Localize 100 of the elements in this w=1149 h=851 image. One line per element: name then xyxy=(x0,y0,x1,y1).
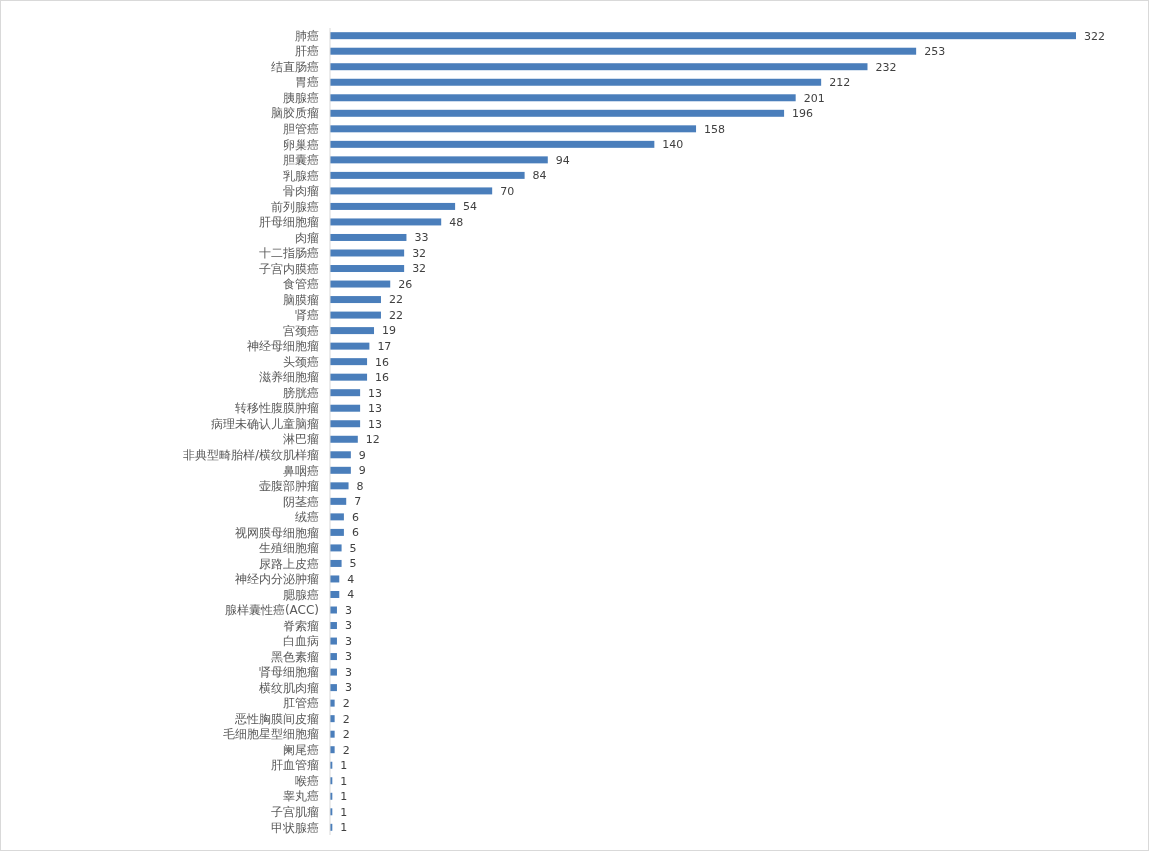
bar xyxy=(330,451,351,459)
y-tick-label: 肝癌 xyxy=(295,44,319,59)
bar xyxy=(330,156,548,164)
bar xyxy=(330,559,342,567)
data-label: 212 xyxy=(829,76,851,90)
y-tick-label: 尿路上皮癌 xyxy=(259,556,319,571)
bar xyxy=(330,125,697,133)
data-label: 3 xyxy=(344,665,352,679)
data-label: 6 xyxy=(351,510,359,524)
bar xyxy=(330,47,917,55)
data-label: 70 xyxy=(500,184,515,198)
y-tick-label: 骨肉瘤 xyxy=(283,184,319,199)
bar xyxy=(330,187,493,195)
data-label: 5 xyxy=(349,541,357,555)
data-label: 196 xyxy=(792,107,814,121)
data-label: 3 xyxy=(344,634,352,648)
bar xyxy=(330,528,344,536)
data-label: 5 xyxy=(349,557,357,571)
data-label: 232 xyxy=(875,60,897,74)
y-tick-label: 胆囊癌 xyxy=(283,153,319,168)
data-label: 33 xyxy=(414,231,429,245)
bar xyxy=(330,327,375,335)
y-tick-label: 恶性胸膜间皮瘤 xyxy=(234,711,319,726)
data-label: 2 xyxy=(342,712,350,726)
bar xyxy=(330,435,358,443)
data-label: 158 xyxy=(704,122,726,136)
data-label: 7 xyxy=(354,495,362,509)
y-tick-label: 前列腺癌 xyxy=(271,199,319,214)
data-label: 32 xyxy=(412,262,427,276)
data-label: 16 xyxy=(375,371,390,385)
bar xyxy=(330,280,391,288)
data-label: 3 xyxy=(344,619,352,633)
bar xyxy=(330,94,796,102)
y-tick-label: 视网膜母细胞瘤 xyxy=(235,525,319,540)
y-tick-label: 毛细胞星型细胞瘤 xyxy=(223,727,319,742)
bar xyxy=(330,466,351,474)
y-tick-label: 肾癌 xyxy=(295,308,319,323)
y-tick-label: 胆管癌 xyxy=(283,122,319,137)
data-label: 1 xyxy=(340,759,348,773)
y-tick-label: 横纹肌肉瘤 xyxy=(259,680,319,695)
y-tick-label: 脑胶质瘤 xyxy=(271,106,319,121)
y-tick-label: 神经内分泌肿瘤 xyxy=(235,572,319,587)
data-label: 9 xyxy=(358,464,366,478)
bar xyxy=(330,482,349,490)
y-tick-label: 肛管癌 xyxy=(283,696,319,711)
y-tick-label: 子宫内膜癌 xyxy=(259,261,319,276)
bar xyxy=(330,296,381,304)
y-tick-label: 膀胱癌 xyxy=(283,385,319,400)
bar xyxy=(330,78,822,86)
y-tick-label: 胃癌 xyxy=(295,75,319,90)
y-tick-label: 卵巢癌 xyxy=(283,137,319,152)
data-label: 2 xyxy=(342,696,350,710)
bar xyxy=(330,373,368,381)
data-label: 4 xyxy=(347,588,355,602)
bar xyxy=(330,497,347,505)
data-label: 13 xyxy=(368,417,383,431)
data-label: 140 xyxy=(662,138,684,152)
y-tick-label: 肝血管瘤 xyxy=(271,758,319,773)
data-label: 1 xyxy=(340,790,348,804)
bar xyxy=(330,140,655,148)
bar xyxy=(330,233,407,241)
y-tick-label: 头颈癌 xyxy=(283,354,319,369)
data-label: 84 xyxy=(532,169,547,183)
data-label: 26 xyxy=(398,277,413,291)
y-tick-label: 肉瘤 xyxy=(295,230,319,245)
y-tick-label: 乳腺癌 xyxy=(283,168,319,183)
data-label: 22 xyxy=(388,308,403,322)
bar xyxy=(330,342,370,350)
bar xyxy=(330,202,456,210)
bar xyxy=(330,311,381,319)
bar xyxy=(330,63,868,71)
y-tick-label: 非典型畸胎样/横纹肌样瘤 xyxy=(182,447,319,462)
y-tick-label: 十二指肠癌 xyxy=(259,246,319,261)
y-tick-label: 结直肠癌 xyxy=(271,59,319,74)
y-tick-label: 生殖细胞瘤 xyxy=(259,541,319,556)
data-label: 6 xyxy=(351,526,359,540)
y-tick-label: 鼻咽癌 xyxy=(283,463,319,478)
data-label: 19 xyxy=(382,324,397,338)
y-tick-label: 食管癌 xyxy=(283,277,319,292)
data-label: 2 xyxy=(342,743,350,757)
y-tick-label: 黑色素瘤 xyxy=(271,649,319,664)
y-tick-label: 神经母细胞瘤 xyxy=(247,339,319,354)
data-label: 8 xyxy=(356,479,364,493)
bar xyxy=(330,513,344,521)
y-tick-label: 胰腺癌 xyxy=(283,90,319,105)
y-tick-label: 甲状腺癌 xyxy=(271,820,319,835)
y-tick-label: 腺样囊性癌(ACC) xyxy=(224,603,319,618)
y-tick-label: 白血病 xyxy=(283,634,319,649)
y-tick-label: 病理未确认儿童脑瘤 xyxy=(211,416,319,431)
y-tick-label: 肾母细胞瘤 xyxy=(259,665,319,680)
y-tick-label: 壶腹部肿瘤 xyxy=(259,479,319,494)
data-label: 201 xyxy=(803,91,825,105)
data-label: 32 xyxy=(412,246,427,260)
y-tick-label: 肺癌 xyxy=(295,28,319,43)
y-tick-label: 脊索瘤 xyxy=(283,618,319,633)
data-label: 1 xyxy=(340,821,348,835)
y-tick-label: 淋巴瘤 xyxy=(283,432,319,447)
bar xyxy=(330,404,361,412)
data-label: 13 xyxy=(368,402,383,416)
data-label: 16 xyxy=(375,355,390,369)
